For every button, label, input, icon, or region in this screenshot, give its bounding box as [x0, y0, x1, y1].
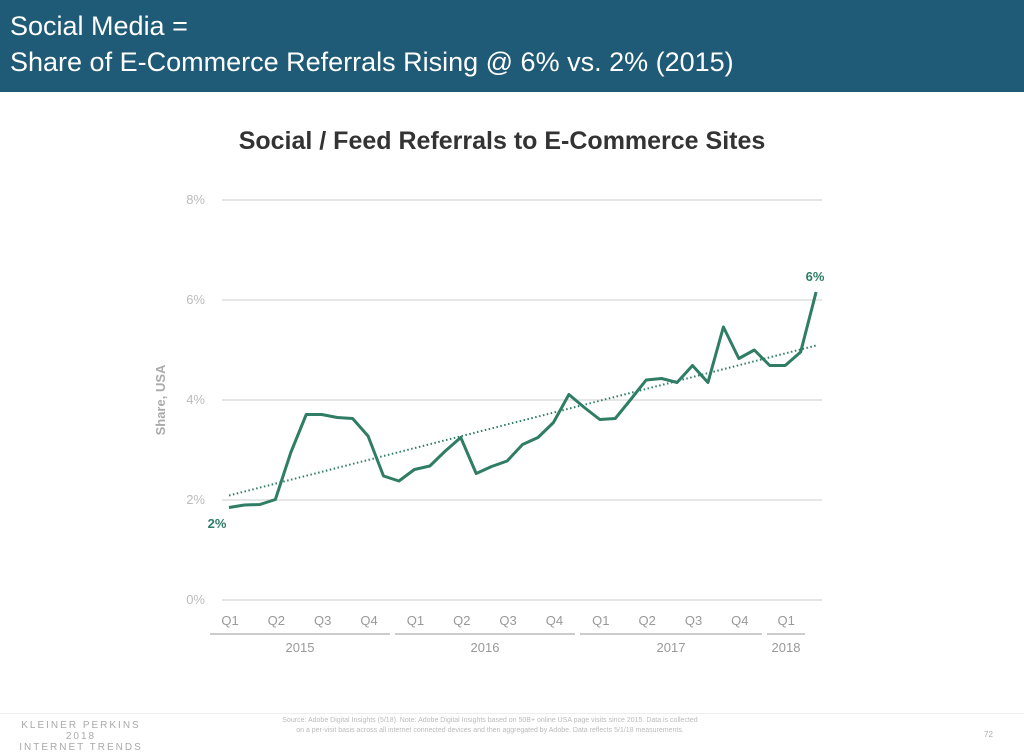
- start-annotation: 2%: [208, 516, 227, 531]
- y-tick-label: 8%: [186, 192, 205, 207]
- x-tick-label: Q2: [268, 613, 285, 628]
- source-note: Source: Adobe Digital Insights (5/18). N…: [282, 717, 698, 734]
- x-year-label: 2017: [657, 640, 686, 655]
- x-tick-label: Q3: [685, 613, 702, 628]
- x-tick-label: Q3: [314, 613, 331, 628]
- trend-line: [228, 344, 817, 497]
- footer-divider: [0, 713, 1024, 714]
- chart-title: Social / Feed Referrals to E-Commerce Si…: [238, 127, 766, 155]
- x-tick-label: Q2: [453, 613, 470, 628]
- x-year-label: 2016: [471, 640, 500, 655]
- x-tick-label: Q1: [778, 613, 795, 628]
- y-tick-label: 6%: [186, 292, 205, 307]
- x-tick-label: Q3: [499, 613, 516, 628]
- y-axis-label: Share, USA: [153, 364, 168, 435]
- x-tick-label: Q4: [360, 613, 377, 628]
- x-tick-label: Q4: [546, 613, 563, 628]
- x-year-label: 2018: [772, 640, 801, 655]
- kleiner-perkins-logo: KLEINER PERKINS 2018 INTERNET TRENDS: [6, 720, 156, 753]
- y-tick-label: 2%: [186, 492, 205, 507]
- x-tick-label: Q4: [731, 613, 748, 628]
- x-tick-label: Q1: [407, 613, 424, 628]
- x-tick-label: Q2: [638, 613, 655, 628]
- series-line: [228, 291, 818, 509]
- page-number: 72: [984, 730, 993, 739]
- logo-line: INTERNET TRENDS: [19, 742, 143, 753]
- logo-line: KLEINER PERKINS: [21, 720, 141, 731]
- slide-title-line1: Social Media =: [10, 11, 188, 41]
- end-annotation: 6%: [806, 269, 825, 284]
- x-tick-label: Q1: [221, 613, 238, 628]
- slide-header: Social Media = Share of E-Commerce Refer…: [0, 0, 1024, 92]
- x-year-label: 2015: [286, 640, 315, 655]
- x-tick-label: Q1: [592, 613, 609, 628]
- logo-line: 2018: [65, 731, 97, 742]
- y-tick-label: 4%: [186, 392, 205, 407]
- y-tick-label: 0%: [186, 592, 205, 607]
- slide-title-line2: Share of E-Commerce Referrals Rising @ 6…: [10, 47, 734, 77]
